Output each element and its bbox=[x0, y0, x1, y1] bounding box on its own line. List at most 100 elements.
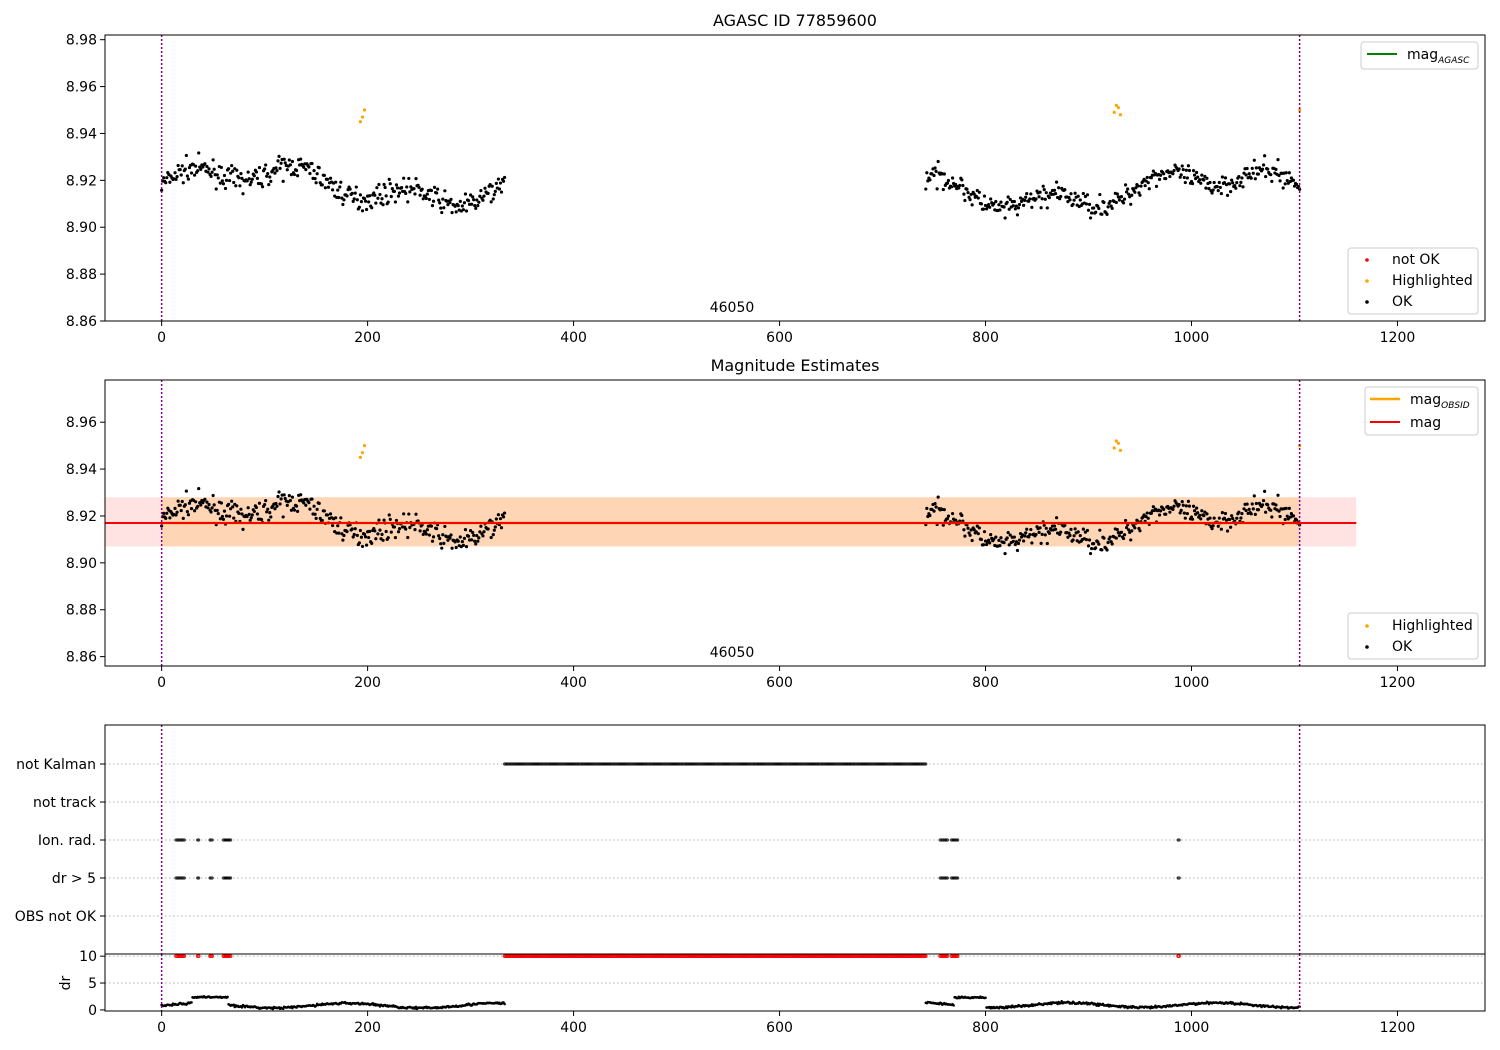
ok-point bbox=[970, 203, 974, 207]
flag-point bbox=[727, 762, 731, 766]
flag-point bbox=[612, 762, 616, 766]
ok-point bbox=[476, 539, 480, 543]
ok-point bbox=[1054, 516, 1059, 520]
ok-point bbox=[427, 197, 432, 202]
flag-point bbox=[777, 762, 781, 766]
ok-point bbox=[481, 198, 485, 202]
ok-point bbox=[954, 518, 958, 522]
flag-point bbox=[221, 838, 225, 842]
flag-point bbox=[696, 762, 700, 766]
ok-point bbox=[245, 179, 249, 183]
ok-point bbox=[330, 188, 335, 192]
ok-point bbox=[1244, 508, 1248, 513]
ok-point bbox=[1187, 168, 1192, 173]
ok-point bbox=[1149, 511, 1153, 515]
flag-point bbox=[943, 876, 947, 880]
ok-point bbox=[374, 537, 378, 541]
ok-point bbox=[352, 532, 356, 537]
flag-point bbox=[872, 762, 876, 766]
flag-point bbox=[740, 762, 744, 766]
ok-point bbox=[281, 179, 285, 183]
ok-point bbox=[968, 198, 972, 202]
legend-marker-not-ok bbox=[1365, 258, 1369, 262]
ok-point bbox=[1024, 195, 1028, 199]
flag-point bbox=[902, 762, 906, 766]
flag-point bbox=[815, 762, 819, 766]
ok-point bbox=[427, 533, 432, 537]
flag-point bbox=[546, 762, 550, 766]
ok-point bbox=[179, 508, 183, 513]
flag-point bbox=[798, 762, 802, 766]
ok-point bbox=[1146, 181, 1150, 185]
ok-point bbox=[1097, 206, 1101, 211]
x-tick-label: 400 bbox=[560, 1020, 587, 1036]
x-tick-label: 400 bbox=[560, 675, 587, 691]
ok-point bbox=[266, 172, 270, 176]
ok-point bbox=[998, 208, 1002, 212]
flag-point bbox=[519, 762, 523, 766]
ok-point bbox=[442, 541, 446, 545]
ok-point bbox=[421, 197, 425, 201]
ok-point bbox=[1278, 179, 1282, 183]
ok-point bbox=[1220, 175, 1224, 179]
ok-point bbox=[322, 509, 326, 513]
ok-point bbox=[1100, 548, 1104, 552]
ok-point bbox=[992, 201, 996, 206]
ok-point bbox=[409, 185, 413, 189]
ok-point bbox=[1200, 173, 1204, 177]
ok-point bbox=[299, 157, 303, 161]
ok-point bbox=[246, 170, 250, 174]
flag-point bbox=[688, 762, 692, 766]
flag-point bbox=[861, 762, 865, 766]
flag-point bbox=[609, 762, 613, 766]
ok-point bbox=[1190, 517, 1195, 521]
flag-point bbox=[790, 762, 794, 766]
panel3-marks bbox=[105, 725, 1485, 954]
ok-point bbox=[431, 199, 436, 203]
ok-point bbox=[405, 185, 409, 189]
ok-point bbox=[1098, 528, 1102, 532]
flag-point bbox=[585, 762, 589, 766]
ok-point bbox=[988, 205, 992, 209]
ok-point bbox=[1247, 172, 1251, 176]
flag-point bbox=[686, 762, 690, 766]
ok-point bbox=[1047, 196, 1051, 200]
flag-point bbox=[722, 762, 726, 766]
ok-point bbox=[466, 534, 471, 538]
flag-point bbox=[726, 762, 730, 766]
ok-point bbox=[1260, 167, 1265, 171]
ok-point bbox=[363, 535, 368, 539]
ok-point bbox=[439, 542, 443, 546]
legend-label-not-ok: not OK bbox=[1392, 252, 1440, 268]
ok-point bbox=[987, 202, 991, 207]
flag-point bbox=[884, 762, 888, 766]
flag-point bbox=[196, 838, 200, 842]
flag-point bbox=[637, 762, 641, 766]
flag-point bbox=[945, 838, 949, 842]
ok-point bbox=[302, 501, 306, 505]
ok-point bbox=[328, 512, 333, 516]
ok-point bbox=[294, 504, 299, 508]
ok-point bbox=[461, 208, 465, 212]
flag-point bbox=[878, 762, 882, 766]
ok-point bbox=[460, 204, 464, 208]
ok-point bbox=[215, 173, 219, 177]
flag-point bbox=[181, 838, 185, 842]
flag-category-label: Ion. rad. bbox=[38, 833, 96, 849]
flag-point bbox=[781, 762, 785, 766]
ok-point bbox=[1252, 158, 1256, 162]
flag-point bbox=[535, 762, 539, 766]
ok-point bbox=[322, 173, 326, 177]
ok-point bbox=[274, 501, 278, 506]
ok-point bbox=[229, 171, 233, 175]
flag-point bbox=[228, 838, 232, 842]
ok-point bbox=[267, 182, 271, 187]
flag-point bbox=[587, 762, 591, 766]
flag-point bbox=[826, 762, 830, 766]
ok-point bbox=[290, 495, 295, 499]
ok-point bbox=[946, 514, 951, 518]
ok-point bbox=[989, 533, 993, 537]
ok-point bbox=[464, 209, 469, 213]
flag-point bbox=[718, 762, 722, 766]
ok-point bbox=[999, 536, 1003, 540]
